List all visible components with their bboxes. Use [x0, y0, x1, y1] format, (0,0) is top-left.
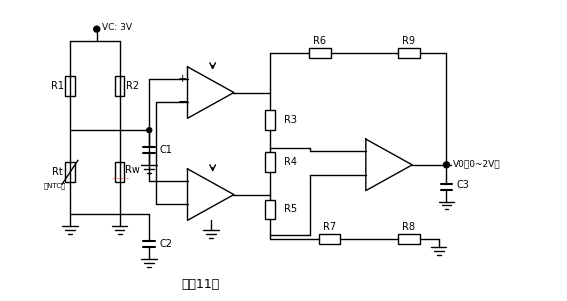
Text: R3: R3: [284, 115, 297, 125]
Circle shape: [443, 162, 450, 168]
Bar: [265, 110, 275, 130]
Bar: [115, 76, 125, 95]
Bar: [398, 234, 420, 244]
Text: Rt: Rt: [52, 167, 62, 177]
Bar: [115, 162, 125, 182]
Text: R2: R2: [126, 81, 139, 91]
Text: R1: R1: [50, 81, 64, 91]
Text: C3: C3: [456, 180, 469, 190]
Bar: [65, 76, 75, 95]
Text: （NTC）: （NTC）: [44, 183, 66, 189]
Bar: [65, 162, 75, 182]
Bar: [398, 48, 420, 58]
Text: V0（0~2V）: V0（0~2V）: [452, 159, 500, 168]
Bar: [309, 48, 331, 58]
Text: C2: C2: [159, 239, 172, 249]
Text: R7: R7: [323, 222, 336, 232]
Circle shape: [147, 128, 152, 133]
Text: R8: R8: [403, 222, 416, 232]
Text: 图（11）: 图（11）: [181, 278, 220, 291]
Text: R9: R9: [403, 36, 416, 46]
Bar: [265, 200, 275, 219]
Text: R6: R6: [313, 36, 326, 46]
Circle shape: [94, 26, 100, 32]
Text: +: +: [178, 74, 188, 84]
Bar: [319, 234, 340, 244]
Bar: [265, 152, 275, 172]
Text: C1: C1: [159, 145, 172, 155]
Text: VC: 3V: VC: 3V: [101, 23, 132, 32]
Text: ~~~~: ~~~~: [111, 176, 130, 181]
Text: −: −: [177, 96, 188, 109]
Text: R4: R4: [284, 157, 297, 167]
Text: R5: R5: [284, 204, 297, 214]
Text: Rw: Rw: [125, 165, 140, 175]
